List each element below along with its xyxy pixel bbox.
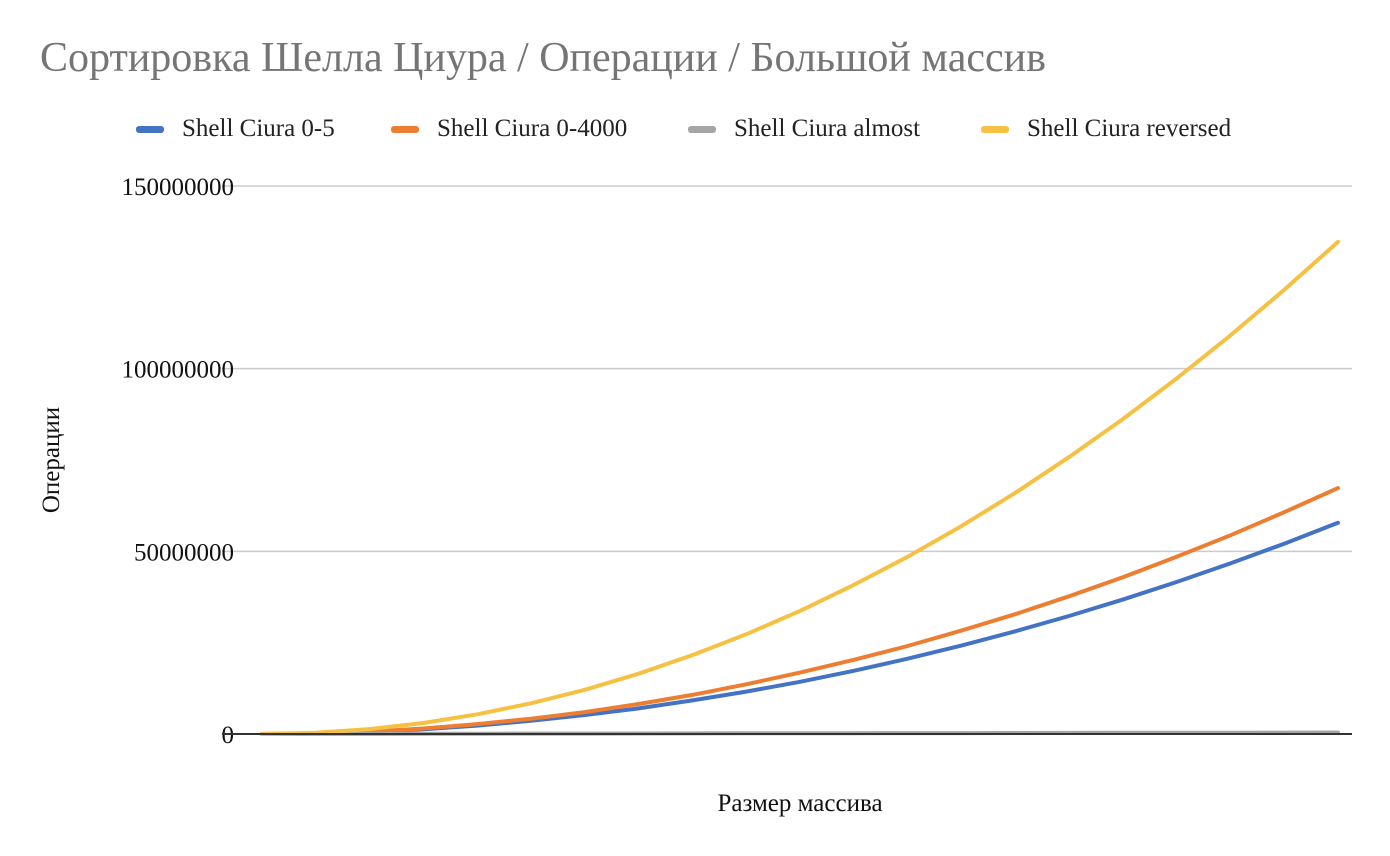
y-tick-labels: 0 50000000 100000000 150000000 bbox=[122, 174, 235, 749]
legend-label-series-4: Shell Ciura reversed bbox=[1027, 115, 1232, 142]
chart-title: Сортировка Шелла Циура / Операции / Боль… bbox=[40, 35, 1046, 81]
y-tick-label: 0 bbox=[222, 722, 235, 749]
legend-swatch-series-1 bbox=[136, 125, 164, 133]
legend-item-series-2: Shell Ciura 0-4000 bbox=[391, 112, 627, 146]
legend-swatch-series-2 bbox=[391, 125, 419, 133]
legend-swatch-series-3 bbox=[688, 125, 716, 133]
legend: Shell Ciura 0-5 Shell Ciura 0-4000 Shell… bbox=[0, 112, 1390, 146]
legend-label-series-2: Shell Ciura 0-4000 bbox=[437, 115, 628, 142]
y-axis-title: Операции bbox=[38, 406, 65, 514]
series-layer bbox=[260, 239, 1340, 736]
legend-swatch-series-4 bbox=[981, 125, 1009, 133]
legend-item-series-4: Shell Ciura reversed bbox=[981, 112, 1231, 146]
legend-label-series-1: Shell Ciura 0-5 bbox=[182, 115, 335, 142]
y-tick-label: 150000000 bbox=[122, 174, 235, 201]
y-tick-label: 100000000 bbox=[122, 357, 235, 384]
series-line-2 bbox=[260, 486, 1340, 736]
y-tick-label: 50000000 bbox=[134, 539, 234, 566]
series-line-4 bbox=[260, 239, 1340, 736]
series-line-1 bbox=[260, 520, 1340, 736]
legend-label-series-3: Shell Ciura almost bbox=[734, 115, 921, 142]
legend-item-series-3: Shell Ciura almost bbox=[688, 112, 920, 146]
grid-layer bbox=[222, 185, 1352, 553]
x-axis-title: Размер массива bbox=[717, 790, 883, 817]
legend-item-series-1: Shell Ciura 0-5 bbox=[136, 112, 335, 146]
